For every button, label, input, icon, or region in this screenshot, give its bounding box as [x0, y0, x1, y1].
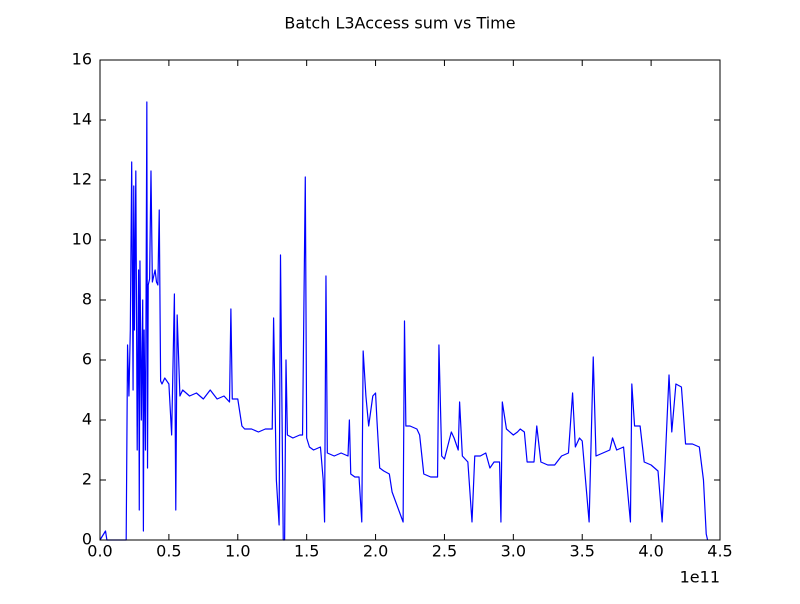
- x-tick-label: 4.5: [707, 542, 732, 561]
- x-tick-label: 2.0: [363, 542, 388, 561]
- y-tick-label: 0: [82, 530, 92, 549]
- y-tick-label: 4: [82, 410, 92, 429]
- x-tick-label: 0.5: [156, 542, 181, 561]
- y-tick-label: 6: [82, 350, 92, 369]
- x-tick-label: 1.5: [294, 542, 319, 561]
- y-tick-label: 12: [72, 170, 92, 189]
- x-tick-label: 2.5: [432, 542, 457, 561]
- x-tick-label: 1.0: [225, 542, 250, 561]
- y-tick-label: 8: [82, 290, 92, 309]
- y-tick-label: 10: [72, 230, 92, 249]
- x-tick-label: 4.0: [638, 542, 663, 561]
- x-tick-label: 3.5: [569, 542, 594, 561]
- x-tick-label: 0.0: [87, 542, 112, 561]
- y-tick-label: 14: [72, 110, 92, 129]
- y-tick-label: 2: [82, 470, 92, 489]
- x-offset-label: 1e11: [680, 568, 720, 587]
- x-tick-label: 3.0: [501, 542, 526, 561]
- plot-frame: [99, 59, 721, 541]
- data-line: [99, 101, 709, 541]
- y-tick-label: 16: [72, 50, 92, 69]
- chart-title: Batch L3Access sum vs Time: [284, 14, 515, 33]
